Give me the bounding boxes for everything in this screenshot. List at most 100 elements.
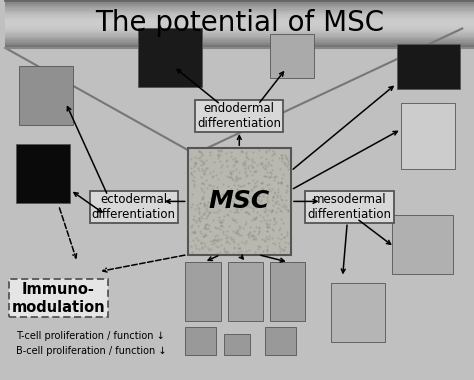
- Point: [224, 250, 232, 256]
- Point: [244, 231, 252, 238]
- Point: [270, 222, 277, 228]
- Point: [234, 175, 241, 181]
- Point: [251, 216, 258, 222]
- Point: [206, 182, 213, 188]
- Point: [246, 199, 253, 205]
- Point: [235, 241, 242, 247]
- Point: [220, 213, 228, 219]
- Point: [238, 183, 246, 189]
- Bar: [5, 8, 474, 10]
- Point: [243, 219, 250, 225]
- Point: [267, 209, 275, 215]
- Point: [269, 198, 276, 204]
- Point: [269, 240, 276, 246]
- Point: [243, 195, 250, 201]
- Point: [263, 217, 271, 223]
- Point: [192, 160, 200, 166]
- Point: [191, 206, 199, 212]
- Point: [269, 194, 276, 200]
- Point: [216, 158, 223, 165]
- Point: [191, 242, 199, 249]
- Point: [234, 182, 241, 188]
- Point: [236, 245, 243, 251]
- Point: [280, 201, 288, 207]
- Text: The potential of MSC: The potential of MSC: [95, 9, 384, 37]
- Point: [190, 163, 198, 169]
- Point: [219, 219, 226, 225]
- Point: [228, 174, 235, 180]
- Point: [232, 166, 239, 172]
- Point: [284, 208, 292, 214]
- Text: MSC: MSC: [209, 189, 270, 214]
- Point: [224, 191, 232, 197]
- Point: [265, 174, 273, 180]
- Bar: [5, 14, 474, 16]
- Point: [201, 168, 209, 174]
- Point: [215, 147, 222, 154]
- Bar: [5, 41, 474, 43]
- Point: [278, 196, 285, 202]
- Point: [248, 217, 256, 223]
- Point: [202, 233, 210, 239]
- Point: [222, 239, 230, 245]
- Point: [274, 204, 282, 211]
- Point: [255, 192, 262, 198]
- Point: [251, 168, 259, 174]
- Point: [264, 169, 271, 176]
- Point: [235, 175, 243, 181]
- Bar: [5, 7, 474, 8]
- Point: [193, 217, 201, 223]
- Point: [272, 173, 279, 179]
- Bar: [5, 18, 474, 19]
- Point: [244, 163, 252, 169]
- Bar: [5, 5, 474, 6]
- Point: [242, 209, 249, 215]
- Point: [204, 199, 212, 205]
- Point: [246, 204, 254, 210]
- Point: [255, 193, 263, 199]
- Point: [250, 158, 258, 165]
- Point: [260, 237, 268, 243]
- Point: [223, 189, 230, 195]
- Point: [238, 149, 246, 155]
- Point: [199, 195, 207, 201]
- Point: [204, 207, 211, 213]
- Point: [270, 177, 278, 183]
- Point: [218, 147, 225, 153]
- Point: [272, 190, 279, 196]
- Point: [235, 223, 243, 229]
- Point: [259, 179, 266, 185]
- Point: [214, 225, 221, 231]
- Point: [281, 244, 289, 250]
- Point: [227, 170, 234, 176]
- Bar: [331, 283, 385, 342]
- Point: [204, 212, 211, 218]
- Point: [205, 222, 212, 228]
- Point: [210, 159, 218, 165]
- Point: [206, 170, 214, 176]
- Bar: [5, 28, 474, 30]
- Point: [223, 248, 231, 254]
- Point: [254, 245, 262, 252]
- Point: [190, 230, 197, 236]
- Point: [268, 167, 276, 173]
- Point: [261, 173, 268, 179]
- Point: [281, 160, 288, 166]
- Point: [263, 182, 270, 188]
- Point: [254, 178, 261, 184]
- Point: [280, 204, 287, 210]
- Point: [278, 180, 285, 187]
- Point: [246, 168, 254, 174]
- Point: [251, 203, 259, 209]
- Point: [215, 238, 223, 244]
- Point: [218, 223, 225, 229]
- Point: [244, 154, 251, 160]
- Bar: [270, 34, 314, 78]
- Point: [193, 202, 201, 208]
- Bar: [5, 10, 474, 11]
- Point: [190, 213, 198, 219]
- Bar: [5, 3, 474, 5]
- Point: [224, 183, 231, 189]
- Point: [233, 158, 241, 165]
- Point: [284, 162, 292, 168]
